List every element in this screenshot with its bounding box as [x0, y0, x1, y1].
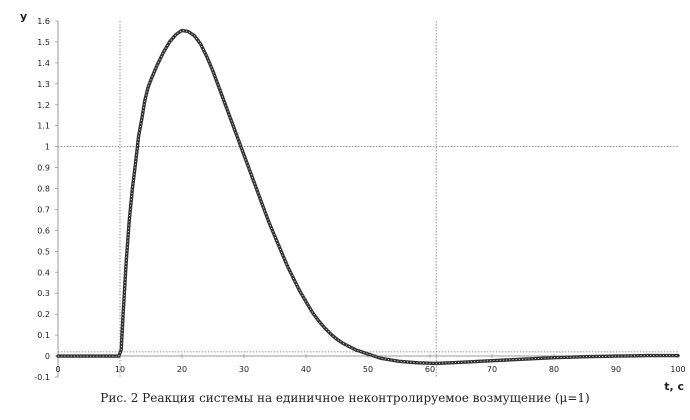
x-tick-label: 70	[487, 365, 497, 374]
y-tick-label: 0.5	[37, 247, 50, 256]
y-tick-label: 1	[45, 143, 50, 152]
y-tick-label: 1.5	[37, 38, 50, 47]
y-tick-label: 1.3	[37, 80, 50, 89]
y-tick-label: 1.6	[37, 17, 50, 26]
y-tick-label: 1.1	[37, 122, 50, 131]
x-tick-label: 100	[670, 365, 685, 374]
x-tick-label: 80	[549, 365, 559, 374]
y-tick-label: 0	[45, 352, 50, 361]
y-axis-ticks: -0.1 0 0.1 0.2 0.3 0.4 0.5 0.6 0.7 0.8 0.9 1 1.1 1.2 1…	[34, 17, 58, 382]
series-line-texture	[58, 29, 678, 364]
x-axis-title: t, c	[664, 380, 684, 393]
y-tick-label: 0.9	[37, 164, 50, 173]
x-tick-label: 50	[363, 365, 373, 374]
y-tick-label: 1.4	[37, 59, 50, 68]
y-tick-label: 0.7	[37, 205, 50, 214]
y-tick-label: -0.1	[34, 373, 50, 382]
reference-lines	[58, 21, 678, 377]
x-tick-label: 10	[115, 365, 125, 374]
series-line	[56, 28, 680, 366]
figure-caption: Рис. 2 Реакция системы на единичное неко…	[100, 391, 590, 405]
y-tick-label: 0.6	[37, 226, 50, 235]
y-tick-label: 1.2	[37, 101, 50, 110]
y-tick-label: 0.2	[37, 310, 50, 319]
x-tick-label: 20	[177, 365, 187, 374]
y-tick-label: 0.8	[37, 185, 50, 194]
x-tick-label: 60	[425, 365, 435, 374]
x-tick-label: 90	[611, 365, 621, 374]
y-tick-label: 0.4	[37, 268, 50, 277]
x-tick-label: 30	[239, 365, 249, 374]
axes	[57, 21, 678, 377]
series-group	[56, 28, 680, 366]
x-tick-label: 0	[55, 365, 60, 374]
x-tick-label: 40	[301, 365, 311, 374]
y-tick-label: 0.3	[37, 289, 50, 298]
y-tick-label: 0.1	[37, 331, 50, 340]
y-axis-title: y	[20, 10, 27, 23]
